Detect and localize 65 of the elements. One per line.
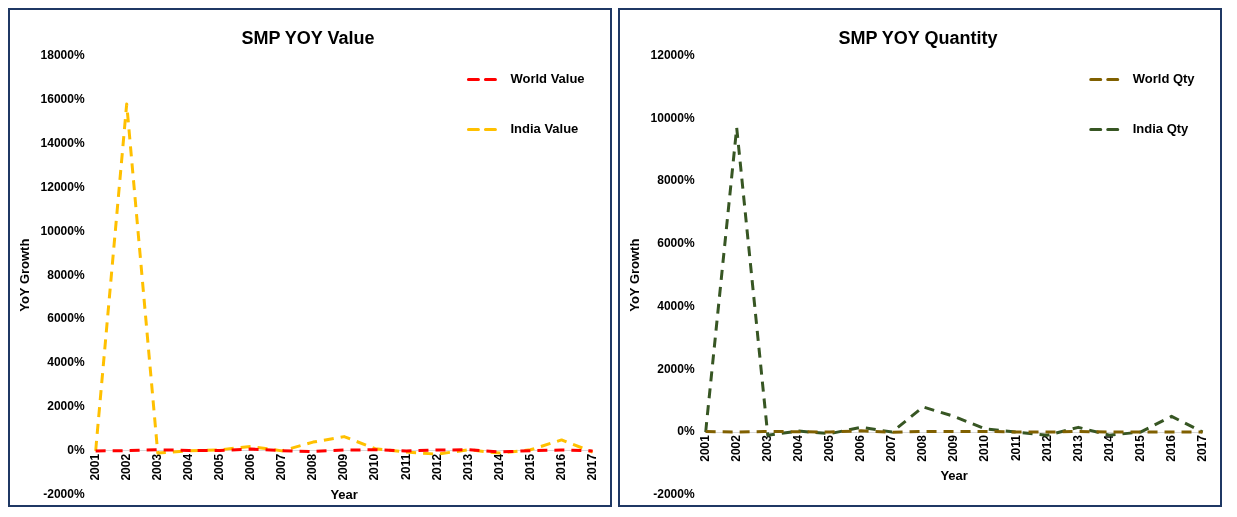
x-tick-label: 2013 <box>460 453 475 481</box>
x-tick-label: 2009 <box>946 434 961 462</box>
y-tick-label: 4000% <box>47 355 85 370</box>
chart-title: SMP YOY Value <box>241 27 375 48</box>
y-tick-label: 12000% <box>650 47 695 62</box>
x-tick-label: 2003 <box>150 453 165 481</box>
x-tick-label: 2008 <box>915 434 930 462</box>
x-tick-label: 2014 <box>491 453 506 481</box>
y-tick-label: -2000% <box>43 487 85 502</box>
x-tick-label: 2011 <box>398 453 413 480</box>
y-tick-label: 2000% <box>47 399 85 414</box>
y-axis-title: YoY Growth <box>627 238 643 312</box>
y-tick-label: 8000% <box>657 173 695 188</box>
y-tick-label: -2000% <box>653 487 695 502</box>
x-tick-label: 2015 <box>522 453 537 481</box>
x-tick-label: 2001 <box>87 453 102 481</box>
y-tick-label: 12000% <box>40 179 85 194</box>
x-tick-label: 2010 <box>977 434 992 462</box>
x-tick-label: 2015 <box>1132 434 1147 462</box>
y-tick-label: 16000% <box>40 91 85 106</box>
legend-label: India Value <box>510 121 579 137</box>
y-tick-label: 6000% <box>47 311 85 326</box>
x-tick-label: 2002 <box>119 453 134 481</box>
legend-label: India Qty <box>1132 121 1190 137</box>
x-tick-label: 2007 <box>884 434 899 462</box>
x-tick-label: 2009 <box>336 453 351 481</box>
x-tick-label: 2017 <box>584 453 599 481</box>
chart-title: SMP YOY Quantity <box>838 27 998 48</box>
y-axis-title: YoY Growth <box>17 238 33 312</box>
y-tick-label: 10000% <box>650 110 695 125</box>
x-tick-label: 2016 <box>553 453 568 481</box>
x-tick-label: 2004 <box>181 453 196 481</box>
x-tick-label: 2006 <box>853 434 868 462</box>
x-tick-label: 2012 <box>429 453 444 481</box>
y-tick-label: 4000% <box>657 298 695 313</box>
x-tick-label: 2001 <box>697 434 712 462</box>
line-series <box>94 102 595 456</box>
x-tick-label: 2002 <box>729 434 744 462</box>
x-axis-title: Year <box>940 468 968 484</box>
x-tick-label: 2011 <box>1008 434 1023 462</box>
x-tick-label: 2006 <box>243 453 258 481</box>
x-tick-label: 2016 <box>1163 434 1178 462</box>
y-tick-label: 14000% <box>40 135 85 150</box>
x-tick-label: 2003 <box>760 434 775 462</box>
y-tick-label: 6000% <box>657 236 695 251</box>
y-tick-label: 2000% <box>657 361 695 376</box>
x-tick-label: 2012 <box>1039 434 1054 462</box>
y-tick-label: 18000% <box>40 47 85 62</box>
y-tick-label: 10000% <box>40 223 85 238</box>
legend-label: World Qty <box>1132 71 1196 87</box>
x-tick-label: 2014 <box>1101 434 1116 462</box>
x-tick-label: 2007 <box>274 453 289 481</box>
x-axis-title: Year <box>330 486 358 502</box>
y-tick-label: 0% <box>677 424 695 439</box>
y-tick-label: 8000% <box>47 267 85 282</box>
x-tick-label: 2005 <box>212 453 227 481</box>
x-tick-label: 2008 <box>305 453 320 481</box>
x-tick-label: 2017 <box>1194 434 1209 462</box>
legend-label: World Value <box>510 71 585 87</box>
x-tick-label: 2004 <box>791 434 806 462</box>
x-tick-label: 2010 <box>367 453 382 481</box>
y-tick-label: 0% <box>67 443 85 458</box>
line-series <box>704 126 1205 437</box>
x-tick-label: 2013 <box>1070 434 1085 462</box>
x-tick-label: 2005 <box>822 434 837 462</box>
